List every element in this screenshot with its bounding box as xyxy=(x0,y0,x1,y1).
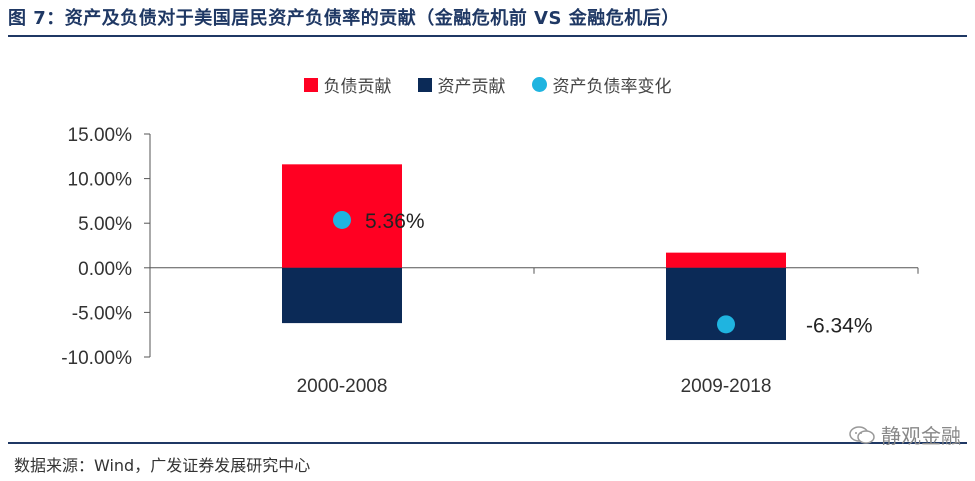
legend-label-ratio: 资产负债率变化 xyxy=(552,77,672,97)
watermark-text: 静观金融 xyxy=(881,424,961,448)
y-tick-label: 0.00% xyxy=(78,259,132,280)
x-category-label: 2009-2018 xyxy=(681,376,772,397)
legend-swatch-asset xyxy=(417,77,432,92)
title-divider xyxy=(8,35,967,37)
legend-item-ratio: 资产负债率变化 xyxy=(531,72,672,97)
legend-swatch-debt xyxy=(303,77,318,92)
legend-item-debt: 负债贡献 xyxy=(303,72,392,97)
legend-item-asset: 资产贡献 xyxy=(417,72,506,97)
ratio-data-label: -6.34% xyxy=(806,314,873,337)
y-tick-label: -10.00% xyxy=(61,348,132,369)
chart-title: 图 7：资产及负债对于美国居民资产负债率的贡献（金融危机前 VS 金融危机后） xyxy=(8,8,680,29)
y-tick-label: -5.00% xyxy=(72,303,132,324)
y-tick-label: 5.00% xyxy=(78,214,132,235)
x-category-label: 2000-2008 xyxy=(297,376,388,397)
watermark: 静观金融 xyxy=(849,420,961,449)
wechat-icon xyxy=(849,425,875,444)
ratio-data-label: 5.36% xyxy=(365,210,425,233)
legend-label-asset: 资产贡献 xyxy=(437,77,506,97)
chart-legend: 负债贡献 资产贡献 资产负债率变化 xyxy=(0,72,975,97)
ratio-marker xyxy=(333,210,351,229)
y-tick-label: 15.00% xyxy=(68,125,133,146)
y-tick-label: 10.00% xyxy=(68,170,133,191)
source-note: 数据来源：Wind，广发证券发展研究中心 xyxy=(14,456,311,475)
ratio-marker xyxy=(717,315,735,334)
bar-debt xyxy=(666,252,786,268)
legend-label-debt: 负债贡献 xyxy=(323,77,392,97)
bar-asset xyxy=(282,267,402,324)
legend-swatch-ratio xyxy=(531,77,547,92)
footer-divider xyxy=(8,442,967,444)
